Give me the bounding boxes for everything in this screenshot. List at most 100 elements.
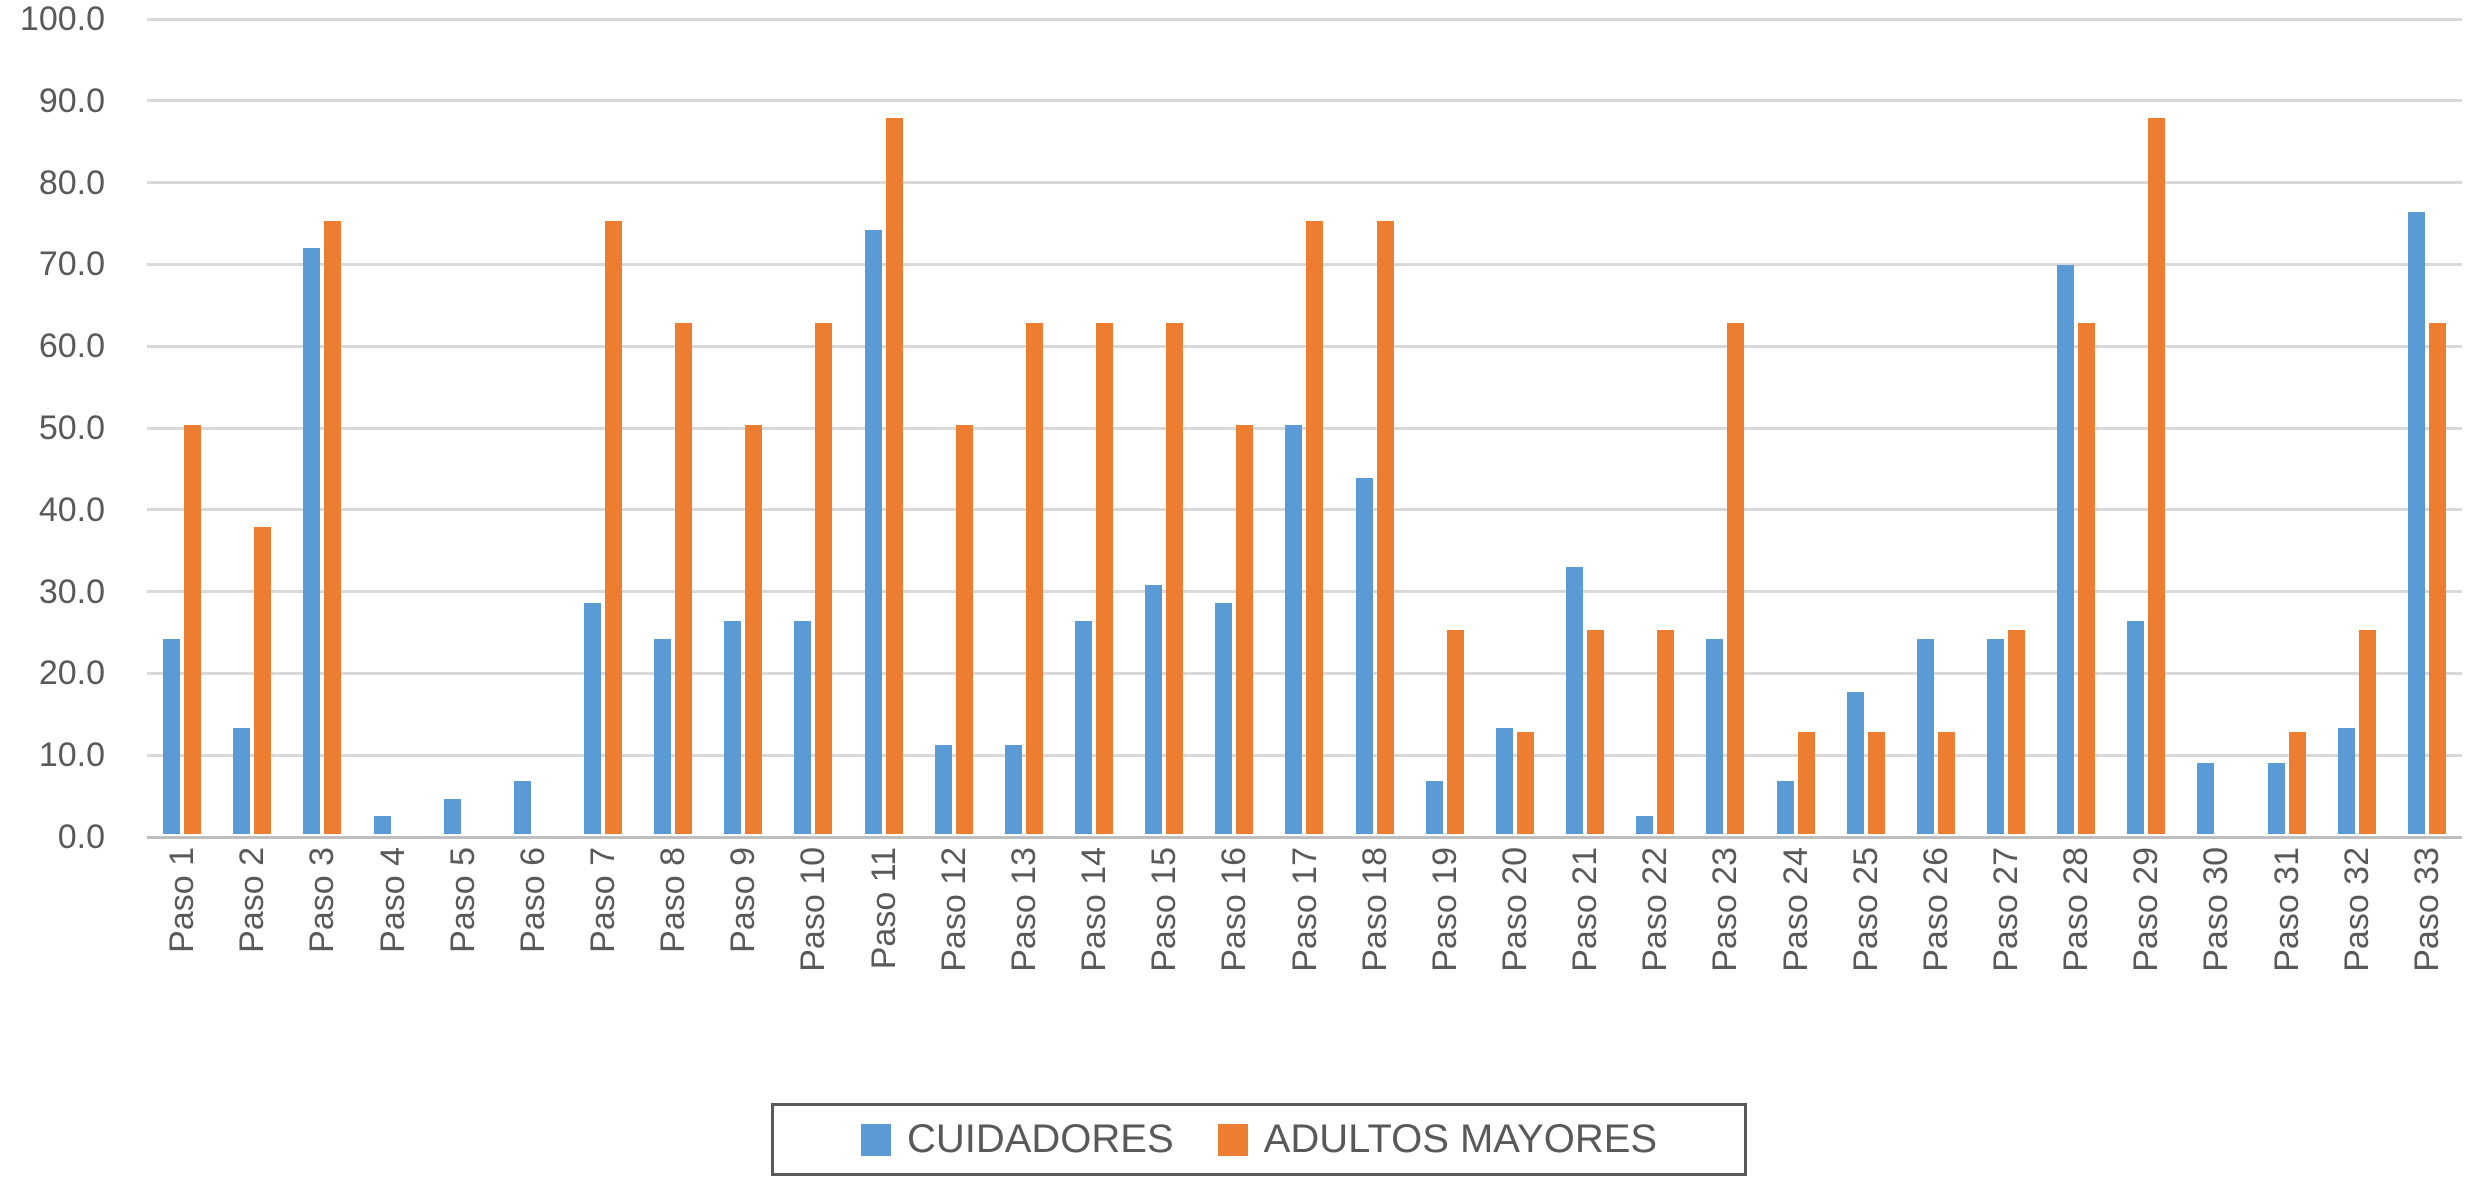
gridline	[147, 262, 2462, 266]
category-group-paso-3	[287, 16, 357, 834]
gridline	[147, 17, 2462, 21]
x-axis-label-paso-28: Paso 28	[2057, 847, 2096, 972]
bar-cuidadores-paso-7	[583, 602, 601, 834]
x-axis-label-paso-15: Paso 15	[1145, 847, 1184, 972]
y-axis-tick-label: 50.0	[38, 409, 105, 447]
bar-cuidadores-paso-33	[2407, 211, 2425, 834]
bar-adultos-mayores-paso-29	[2148, 118, 2166, 834]
y-axis-tick-label: 60.0	[38, 327, 105, 366]
bar-adultos-mayores-paso-7	[604, 220, 622, 834]
gridline	[147, 508, 2462, 512]
category-group-paso-8	[638, 16, 708, 834]
x-axis-label-paso-12: Paso 12	[934, 847, 973, 972]
bar-adultos-mayores-paso-31	[2288, 731, 2306, 834]
bar-adultos-mayores-paso-1	[184, 425, 202, 834]
bar-cuidadores-paso-32	[2337, 727, 2355, 834]
bar-adultos-mayores-paso-20	[1516, 731, 1534, 834]
bar-adultos-mayores-paso-10	[815, 322, 833, 834]
x-axis-label-paso-1: Paso 1	[163, 847, 202, 953]
x-axis-label-paso-9: Paso 9	[724, 847, 763, 953]
x-axis-label-paso-23: Paso 23	[1706, 847, 1745, 972]
x-axis-label-paso-29: Paso 29	[2127, 847, 2166, 972]
x-axis-label-paso-8: Paso 8	[654, 847, 693, 953]
category-group-paso-20	[1480, 16, 1550, 834]
legend-label-adultos-mayores: ADULTOS MAYORES	[1263, 1117, 1658, 1161]
category-group-paso-5	[428, 16, 498, 834]
plot-area	[147, 16, 2462, 839]
bar-cuidadores-paso-27	[1987, 638, 2004, 834]
category-group-paso-4	[357, 16, 427, 834]
bar-adultos-mayores-paso-8	[675, 322, 693, 834]
category-group-paso-9	[708, 16, 778, 834]
bar-cuidadores-paso-11	[864, 229, 882, 834]
bar-cuidadores-paso-6	[513, 780, 531, 834]
x-axis-label-paso-19: Paso 19	[1425, 847, 1464, 972]
bar-adultos-mayores-paso-3	[324, 220, 342, 834]
x-axis-line	[147, 835, 2462, 839]
y-axis-tick-label: 70.0	[38, 245, 105, 284]
gridline	[147, 671, 2462, 675]
category-group-paso-6	[498, 16, 568, 834]
bar-adultos-mayores-paso-27	[2008, 629, 2025, 834]
category-group-paso-24	[1760, 16, 1830, 834]
x-axis-label-paso-4: Paso 4	[373, 847, 412, 953]
category-group-paso-15	[1129, 16, 1199, 834]
gridline	[147, 426, 2462, 430]
category-group-paso-10	[778, 16, 848, 834]
x-axis-label-paso-6: Paso 6	[513, 847, 552, 953]
bar-cuidadores-paso-31	[2267, 762, 2285, 834]
gridline	[147, 590, 2462, 594]
bar-adultos-mayores-paso-11	[885, 118, 903, 834]
y-axis-tick-label: 80.0	[38, 163, 105, 202]
y-axis-tick-label: 100.0	[19, 0, 105, 38]
bar-cuidadores-paso-20	[1495, 727, 1513, 834]
bar-adultos-mayores-paso-14	[1096, 322, 1114, 834]
x-axis-label-paso-18: Paso 18	[1355, 847, 1394, 972]
x-axis-label-paso-2: Paso 2	[233, 847, 272, 953]
y-axis-tick-label: 10.0	[38, 736, 105, 775]
bar-cuidadores-paso-8	[654, 638, 672, 834]
bar-adultos-mayores-paso-17	[1306, 220, 1324, 834]
category-group-paso-25	[1831, 16, 1901, 834]
category-group-paso-27	[1971, 16, 2041, 834]
x-axis-label-paso-32: Paso 32	[2337, 847, 2376, 972]
bar-cuidadores-paso-18	[1355, 478, 1373, 834]
bar-cuidadores-paso-28	[2057, 264, 2075, 834]
x-axis-label-paso-10: Paso 10	[794, 847, 833, 972]
x-axis-label-paso-11: Paso 11	[864, 847, 903, 970]
category-group-paso-16	[1199, 16, 1269, 834]
bar-adultos-mayores-paso-13	[1025, 322, 1043, 834]
bar-cuidadores-paso-30	[2197, 762, 2215, 834]
x-axis-label-paso-31: Paso 31	[2267, 847, 2306, 972]
bar-adultos-mayores-paso-26	[1937, 731, 1955, 834]
category-group-paso-14	[1059, 16, 1129, 834]
x-axis-label-paso-17: Paso 17	[1285, 847, 1324, 972]
gridline	[147, 181, 2462, 185]
y-axis-tick-label: 40.0	[38, 490, 105, 529]
gridline	[147, 344, 2462, 348]
bar-cuidadores-paso-19	[1425, 780, 1443, 834]
x-axis-label-paso-30: Paso 30	[2197, 847, 2236, 972]
y-axis-tick-label: 0.0	[57, 818, 105, 856]
y-axis-tick-label: 20.0	[38, 654, 105, 693]
bar-cuidadores-paso-4	[373, 816, 391, 834]
legend-swatch-adultos-mayores	[1217, 1123, 1248, 1156]
bar-cuidadores-paso-17	[1285, 425, 1303, 834]
bar-cuidadores-paso-29	[2127, 620, 2145, 834]
bar-cuidadores-paso-5	[443, 798, 461, 834]
legend-label-cuidadores: CUIDADORES	[906, 1117, 1174, 1161]
category-group-paso-26	[1901, 16, 1971, 834]
category-group-paso-11	[849, 16, 919, 834]
category-group-paso-22	[1620, 16, 1690, 834]
category-group-paso-31	[2252, 16, 2322, 834]
category-group-paso-23	[1690, 16, 1760, 834]
x-axis-label-paso-27: Paso 27	[1987, 847, 2025, 972]
gridline	[147, 99, 2462, 103]
bar-cuidadores-paso-16	[1215, 602, 1233, 834]
bar-cuidadores-paso-24	[1776, 780, 1794, 834]
gridline	[147, 753, 2462, 757]
bar-cuidadores-paso-25	[1846, 691, 1864, 834]
category-group-paso-2	[217, 16, 287, 834]
bar-cuidadores-paso-3	[303, 247, 321, 834]
bar-adultos-mayores-paso-24	[1797, 731, 1815, 834]
